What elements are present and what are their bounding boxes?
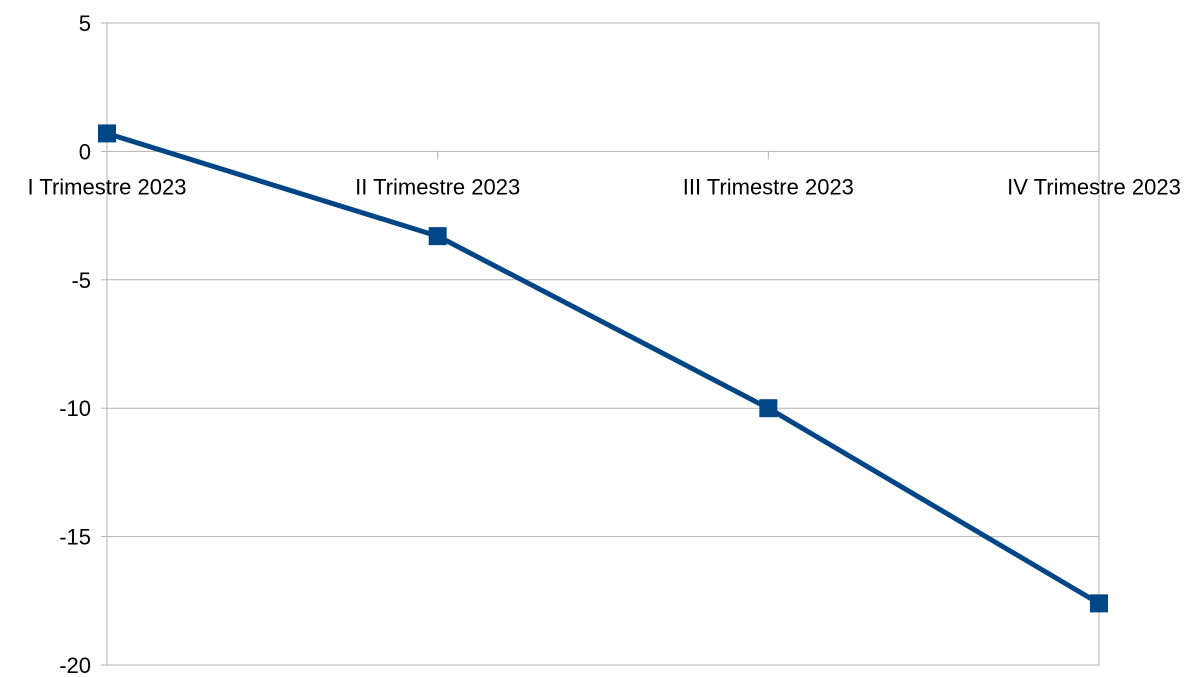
- x-tick-label: I Trimestre 2023: [28, 174, 187, 199]
- y-tick-label: 5: [79, 11, 91, 36]
- series-layer: [98, 124, 1108, 613]
- y-tick-label: -10: [59, 396, 91, 421]
- y-tick-label: -20: [59, 653, 91, 677]
- grid-layer: [107, 22, 1099, 666]
- x-tick-label: IV Trimestre 2023: [1007, 174, 1181, 199]
- x-tick-label: II Trimestre 2023: [355, 174, 520, 199]
- x-axis-tick-labels: I Trimestre 2023 II Trimestre 2023 III Tri…: [28, 174, 1181, 199]
- data-point-marker: [759, 399, 778, 418]
- series-line: [104, 130, 1102, 606]
- axis-layer: [101, 22, 1100, 666]
- y-axis-tick-labels: 5 0 -5 -10 -15 -20: [59, 11, 91, 677]
- y-tick-label: -5: [71, 268, 91, 293]
- y-tick-label: 0: [79, 139, 91, 164]
- data-point-marker: [1090, 594, 1108, 613]
- data-point-marker: [98, 124, 116, 143]
- x-tick-label: III Trimestre 2023: [683, 174, 854, 199]
- data-point-marker: [428, 227, 447, 246]
- y-tick-label: -15: [59, 525, 91, 550]
